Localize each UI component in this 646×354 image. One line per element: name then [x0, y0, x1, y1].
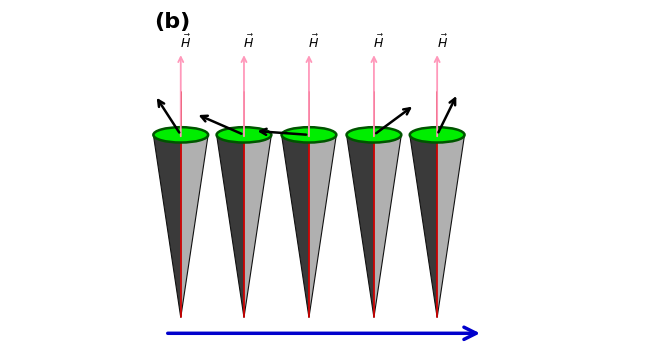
Text: $\vec{H}$: $\vec{H}$	[373, 34, 384, 51]
Text: $\vec{H}$: $\vec{H}$	[244, 34, 255, 51]
Text: $\vec{H}$: $\vec{H}$	[308, 34, 319, 51]
Ellipse shape	[153, 127, 208, 143]
Ellipse shape	[282, 127, 337, 143]
Ellipse shape	[410, 127, 464, 143]
Text: $\vec{H}$: $\vec{H}$	[180, 34, 191, 51]
Polygon shape	[282, 135, 309, 318]
Polygon shape	[437, 135, 464, 318]
Polygon shape	[346, 135, 374, 318]
Polygon shape	[216, 135, 244, 318]
Ellipse shape	[216, 127, 271, 143]
Polygon shape	[181, 135, 208, 318]
Ellipse shape	[346, 127, 401, 143]
Text: (b): (b)	[154, 12, 191, 32]
Polygon shape	[244, 135, 271, 318]
Polygon shape	[153, 135, 181, 318]
Polygon shape	[410, 135, 437, 318]
Polygon shape	[374, 135, 401, 318]
Text: $\vec{H}$: $\vec{H}$	[437, 34, 448, 51]
Polygon shape	[309, 135, 337, 318]
